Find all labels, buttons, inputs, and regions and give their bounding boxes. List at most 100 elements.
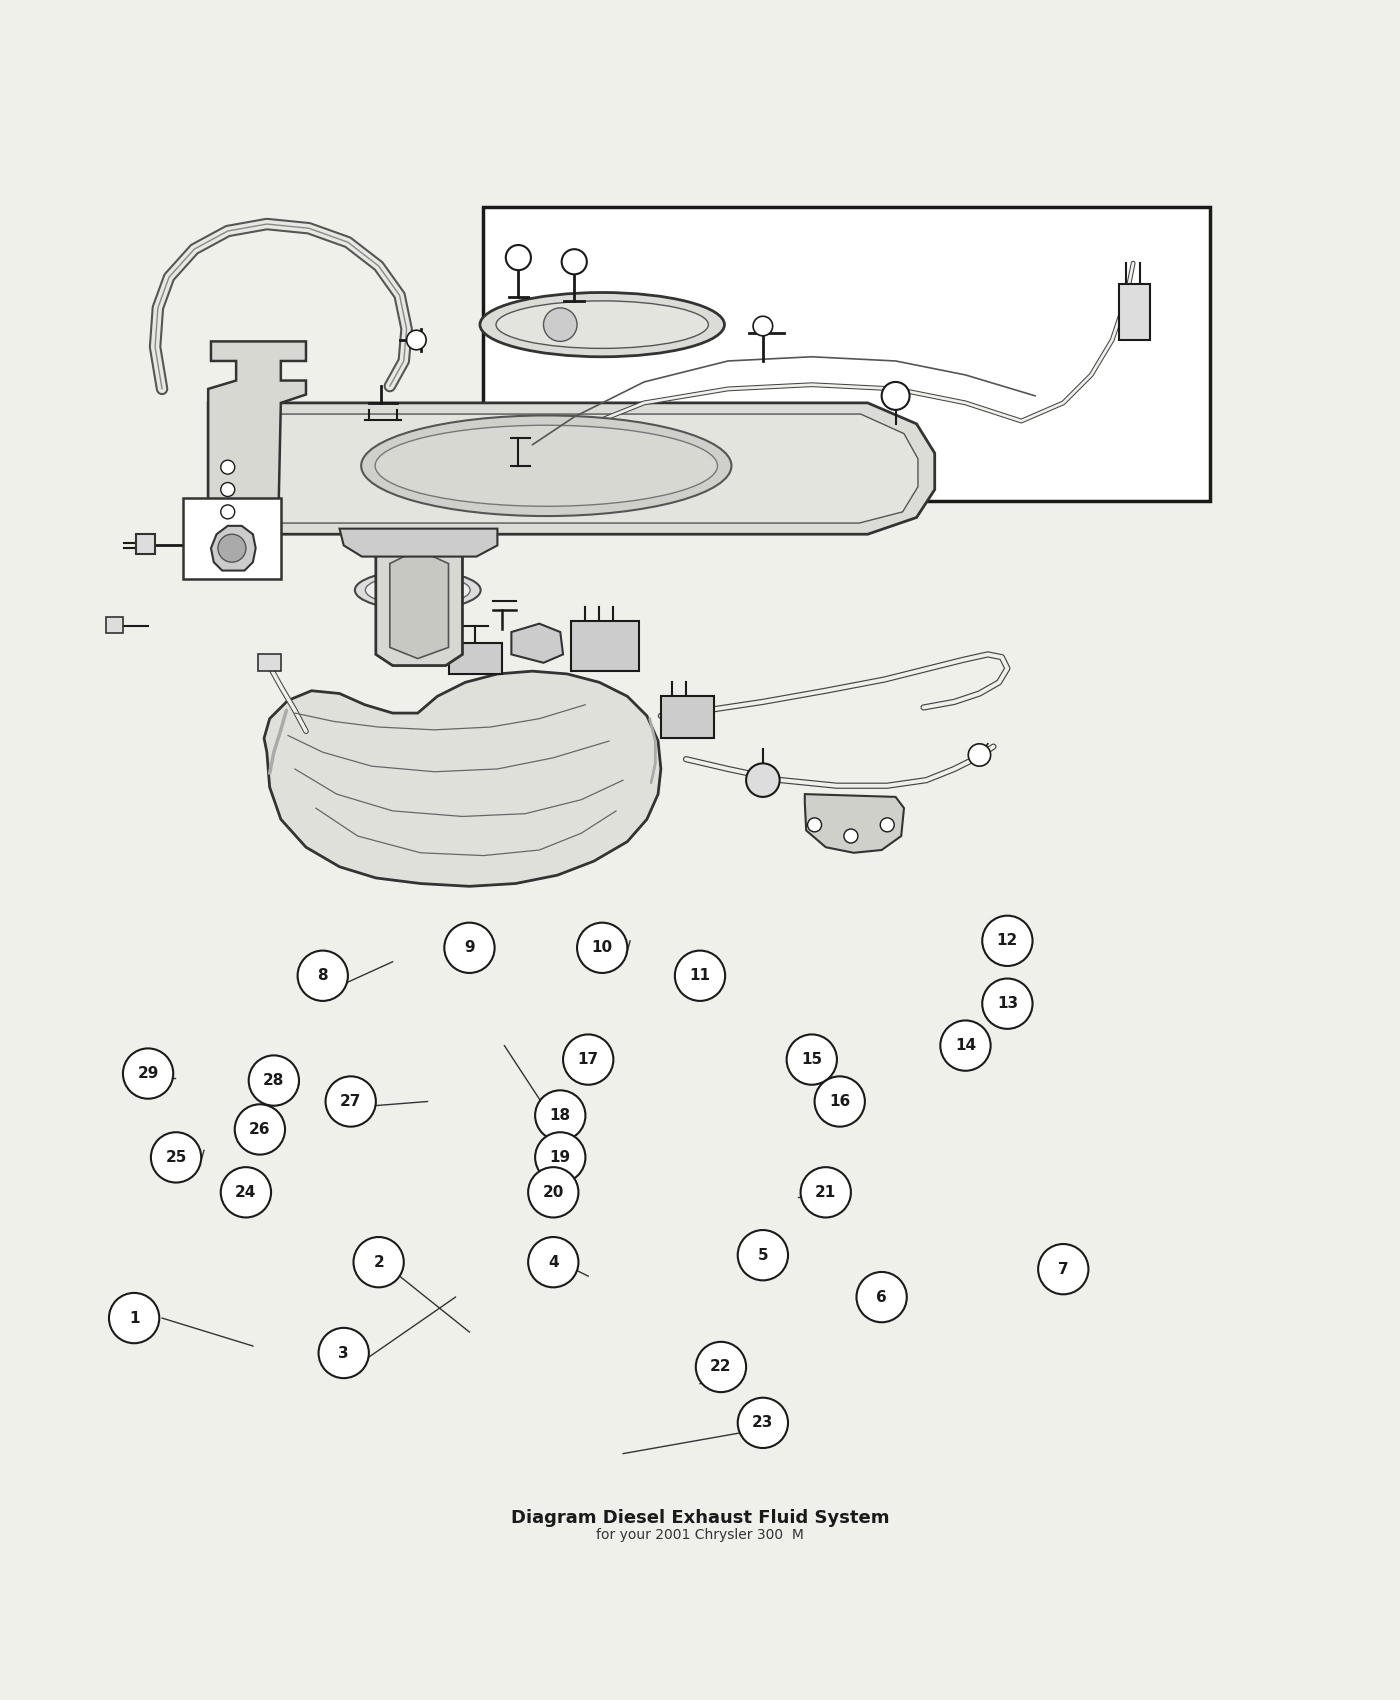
Text: 11: 11 xyxy=(689,969,710,983)
Text: 19: 19 xyxy=(550,1149,571,1164)
Polygon shape xyxy=(209,403,935,534)
Circle shape xyxy=(249,1056,300,1105)
Circle shape xyxy=(563,1034,613,1085)
Bar xyxy=(183,498,281,580)
Text: 29: 29 xyxy=(137,1066,158,1081)
Bar xyxy=(1119,284,1149,340)
Text: 14: 14 xyxy=(955,1039,976,1052)
Circle shape xyxy=(235,1105,286,1154)
Text: 28: 28 xyxy=(263,1073,284,1088)
Text: 27: 27 xyxy=(340,1095,361,1108)
Text: 24: 24 xyxy=(235,1185,256,1200)
Circle shape xyxy=(696,1341,746,1392)
Text: 9: 9 xyxy=(465,940,475,955)
Circle shape xyxy=(844,830,858,843)
Ellipse shape xyxy=(480,292,724,357)
Text: for your 2001 Chrysler 300  M: for your 2001 Chrysler 300 M xyxy=(596,1528,804,1542)
Circle shape xyxy=(535,1090,585,1141)
Text: 3: 3 xyxy=(339,1345,349,1360)
Circle shape xyxy=(221,483,235,496)
Ellipse shape xyxy=(496,301,708,348)
Circle shape xyxy=(528,1238,578,1287)
Circle shape xyxy=(808,818,822,831)
Text: 20: 20 xyxy=(543,1185,564,1200)
Circle shape xyxy=(1039,1244,1088,1294)
Circle shape xyxy=(561,250,587,274)
Polygon shape xyxy=(375,541,462,666)
Polygon shape xyxy=(805,794,904,853)
Polygon shape xyxy=(389,549,448,658)
Circle shape xyxy=(983,916,1033,966)
Text: 8: 8 xyxy=(318,969,328,983)
Circle shape xyxy=(109,1294,160,1343)
Text: 12: 12 xyxy=(997,933,1018,949)
Circle shape xyxy=(221,505,235,518)
Polygon shape xyxy=(211,525,256,571)
Circle shape xyxy=(753,316,773,337)
Circle shape xyxy=(353,1238,403,1287)
Circle shape xyxy=(882,382,910,410)
Text: 18: 18 xyxy=(550,1108,571,1124)
Bar xyxy=(259,654,281,672)
Circle shape xyxy=(221,461,235,474)
Circle shape xyxy=(738,1397,788,1448)
Ellipse shape xyxy=(354,571,480,610)
Ellipse shape xyxy=(375,425,717,507)
Circle shape xyxy=(505,245,531,270)
Text: 7: 7 xyxy=(1058,1261,1068,1277)
Circle shape xyxy=(983,979,1033,1028)
Circle shape xyxy=(881,818,895,831)
Circle shape xyxy=(535,1132,585,1183)
Text: Diagram Diesel Exhaust Fluid System: Diagram Diesel Exhaust Fluid System xyxy=(511,1510,889,1527)
Ellipse shape xyxy=(365,575,470,605)
Circle shape xyxy=(326,1076,375,1127)
Text: 5: 5 xyxy=(757,1248,769,1263)
Circle shape xyxy=(123,1049,174,1098)
Text: 21: 21 xyxy=(815,1185,836,1200)
Circle shape xyxy=(298,950,349,1001)
Text: 16: 16 xyxy=(829,1095,850,1108)
Circle shape xyxy=(528,1168,578,1217)
Circle shape xyxy=(577,923,627,972)
Circle shape xyxy=(543,308,577,342)
Polygon shape xyxy=(511,624,563,663)
Bar xyxy=(661,697,714,738)
Text: 13: 13 xyxy=(997,996,1018,1012)
Text: 2: 2 xyxy=(374,1255,384,1270)
Bar xyxy=(136,534,155,554)
Bar xyxy=(106,617,123,634)
Circle shape xyxy=(218,534,246,563)
Text: 22: 22 xyxy=(710,1360,732,1375)
Polygon shape xyxy=(340,529,497,556)
Text: 25: 25 xyxy=(165,1149,186,1164)
Bar xyxy=(483,207,1210,502)
Circle shape xyxy=(969,745,991,767)
Circle shape xyxy=(151,1132,202,1183)
Bar xyxy=(571,620,638,672)
Polygon shape xyxy=(228,415,918,524)
Circle shape xyxy=(801,1168,851,1217)
Bar xyxy=(448,643,501,673)
Text: 15: 15 xyxy=(801,1052,822,1068)
Text: 23: 23 xyxy=(752,1416,774,1430)
Circle shape xyxy=(738,1231,788,1280)
Text: 17: 17 xyxy=(578,1052,599,1068)
Circle shape xyxy=(444,923,494,972)
Circle shape xyxy=(675,950,725,1001)
Text: 4: 4 xyxy=(547,1255,559,1270)
Circle shape xyxy=(221,1168,272,1217)
Circle shape xyxy=(857,1272,907,1323)
Ellipse shape xyxy=(361,415,731,517)
Polygon shape xyxy=(209,342,307,534)
Circle shape xyxy=(815,1076,865,1127)
Text: 10: 10 xyxy=(592,940,613,955)
Text: 6: 6 xyxy=(876,1290,888,1304)
Circle shape xyxy=(319,1328,368,1379)
Text: 26: 26 xyxy=(249,1122,270,1137)
Circle shape xyxy=(746,763,780,797)
Text: 1: 1 xyxy=(129,1311,140,1326)
Polygon shape xyxy=(265,672,661,886)
Circle shape xyxy=(941,1020,991,1071)
Circle shape xyxy=(406,330,426,350)
Ellipse shape xyxy=(384,529,454,551)
